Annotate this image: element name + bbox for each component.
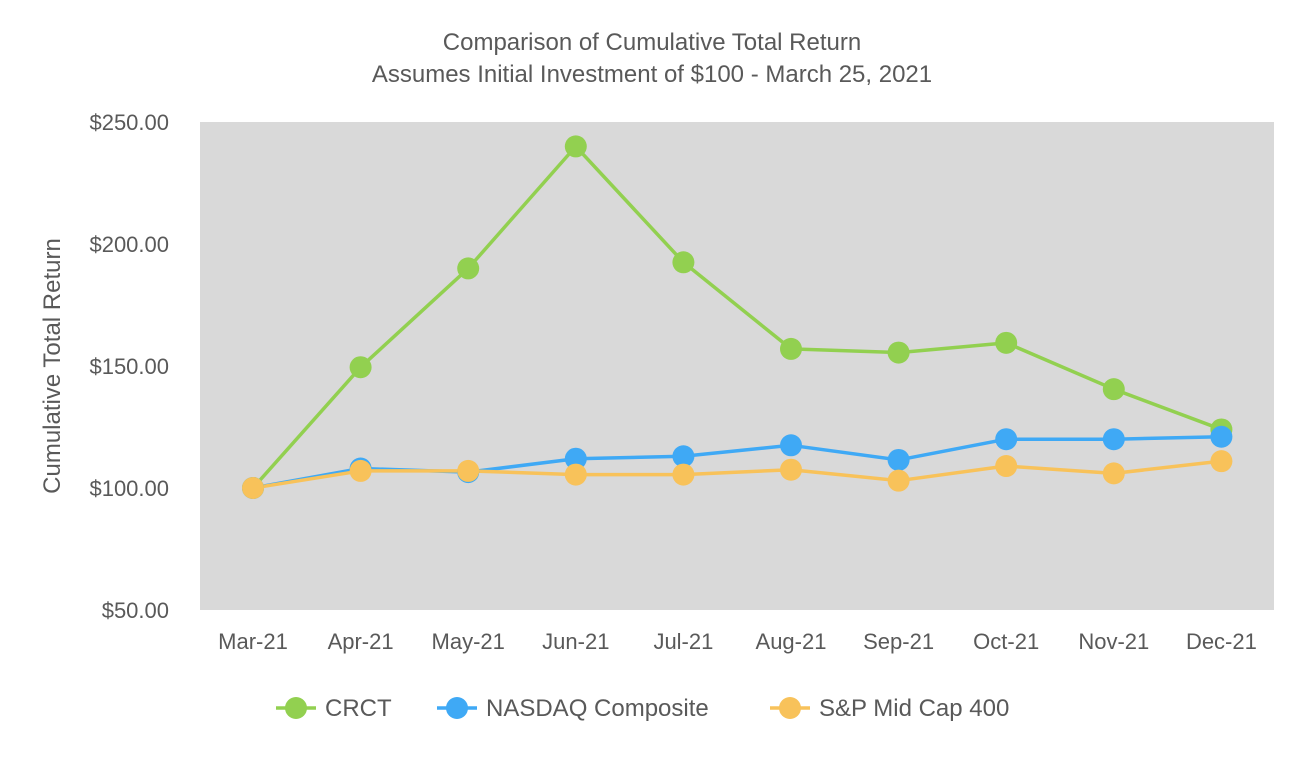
legend-marker	[446, 697, 468, 719]
data-point	[887, 448, 910, 471]
data-point	[995, 331, 1018, 354]
series-line	[251, 459, 1224, 490]
data-point	[995, 428, 1018, 451]
legend-marker	[285, 697, 307, 719]
data-point	[780, 337, 802, 360]
legend-label: S&P Mid Cap 400	[819, 695, 1009, 722]
data-point	[672, 445, 695, 468]
x-tick-label: Dec-21	[1186, 629, 1257, 654]
data-point	[887, 341, 910, 364]
data-point	[887, 469, 910, 492]
y-axis-ticks: $50.00 $100.00 $150.00 $200.00 $250.00	[89, 110, 169, 623]
x-tick-label: Aug-21	[756, 629, 827, 654]
series-line	[251, 144, 1224, 490]
data-point	[1102, 378, 1125, 401]
chart-subtitle: Assumes Initial Investment of $100 - Mar…	[372, 61, 932, 88]
data-point	[349, 459, 372, 482]
data-point	[672, 251, 695, 274]
x-tick-label: May-21	[432, 629, 505, 654]
data-point	[457, 459, 480, 482]
x-tick-label: Sep-21	[863, 629, 934, 654]
legend-marker	[779, 697, 801, 719]
data-point	[564, 463, 587, 486]
data-point	[242, 477, 264, 499]
x-tick-label: Oct-21	[973, 629, 1039, 654]
x-tick-label: Nov-21	[1078, 629, 1149, 654]
plot-area	[200, 122, 1274, 610]
y-tick-label: $250.00	[89, 110, 169, 135]
legend: CRCT NASDAQ Composite S&P Mid Cap 400	[276, 695, 1009, 722]
data-point	[1210, 425, 1233, 448]
chart-title: Comparison of Cumulative Total Return	[443, 29, 861, 56]
y-tick-label: $150.00	[89, 354, 169, 379]
data-point	[1102, 462, 1125, 485]
data-point	[457, 257, 480, 280]
legend-label: CRCT	[325, 695, 392, 722]
data-point	[995, 455, 1018, 478]
data-point	[672, 463, 695, 486]
x-tick-label: Jun-21	[542, 629, 609, 654]
data-point	[780, 434, 802, 457]
data-point	[1102, 428, 1125, 451]
data-point	[780, 458, 802, 481]
data-point	[349, 356, 372, 379]
y-tick-label: $200.00	[89, 232, 169, 257]
x-tick-label: Mar-21	[218, 629, 288, 654]
y-axis-title: Cumulative Total Return	[39, 238, 66, 494]
x-tick-label: Jul-21	[653, 629, 713, 654]
x-axis-ticks: Mar-21 Apr-21 May-21 Jun-21 Jul-21 Aug-21 Sep-…	[218, 629, 1257, 654]
y-tick-label: $100.00	[89, 476, 169, 501]
series-layer	[242, 135, 1233, 499]
legend-label: NASDAQ Composite	[486, 695, 709, 722]
data-point	[564, 447, 587, 470]
data-point	[564, 135, 587, 158]
x-tick-label: Apr-21	[328, 629, 394, 654]
y-tick-label: $50.00	[102, 598, 169, 623]
data-point	[1210, 450, 1233, 473]
